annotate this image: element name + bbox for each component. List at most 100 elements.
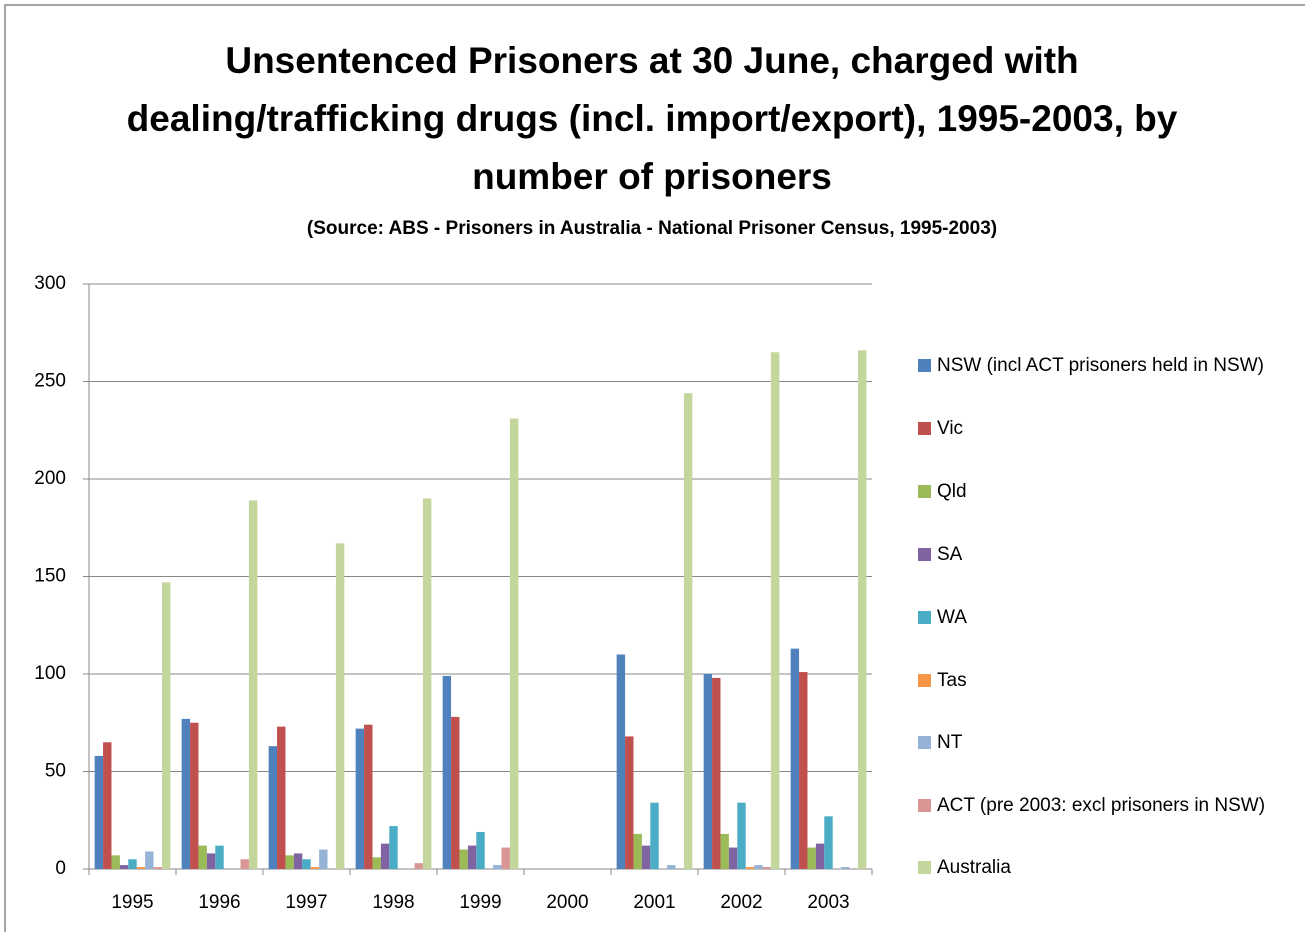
chart-border (4, 4, 1305, 932)
legend-swatch (918, 799, 931, 812)
bar (459, 849, 468, 869)
bar (720, 833, 729, 869)
legend-label: WA (937, 607, 967, 628)
x-tick-label: 2001 (633, 892, 675, 913)
legend-swatch (918, 548, 931, 561)
bar (762, 867, 771, 869)
bar (625, 736, 634, 869)
bar (355, 728, 365, 869)
bar (650, 802, 659, 869)
bar (380, 843, 390, 869)
legend-label: Australia (937, 857, 1011, 878)
bar (745, 867, 755, 869)
bar (153, 867, 162, 869)
bar (277, 726, 286, 869)
y-tick-label: 250 (34, 371, 66, 392)
y-tick-label: 50 (45, 761, 66, 782)
legend-item: Vic (916, 415, 1288, 442)
bar (754, 865, 763, 869)
bar (451, 716, 460, 869)
bar (616, 654, 626, 869)
x-tick-label: 1996 (198, 892, 240, 913)
bar (335, 543, 345, 869)
y-tick-label: 300 (34, 273, 66, 294)
bar (94, 755, 104, 869)
x-tick-label: 1997 (285, 892, 327, 913)
x-tick-label: 1995 (111, 892, 153, 913)
bar (824, 816, 833, 869)
bar (215, 845, 224, 869)
legend-item: NSW (incl ACT prisoners held in NSW) (916, 352, 1288, 379)
y-tick-label: 200 (34, 468, 66, 489)
bar (737, 802, 746, 869)
bar (501, 847, 510, 869)
bar (467, 845, 477, 869)
bar (493, 865, 502, 869)
bar (111, 855, 120, 869)
legend-item: WA (916, 604, 1288, 631)
bar (319, 849, 328, 869)
bar (364, 724, 373, 869)
x-tick-label: 2002 (720, 892, 762, 913)
bar (815, 843, 825, 869)
bar (442, 675, 452, 869)
bar (476, 831, 485, 869)
legend-label: Vic (937, 418, 964, 439)
bar (302, 859, 311, 869)
legend-swatch (918, 736, 931, 749)
legend-item: ACT (pre 2003: excl prisoners in NSW) (916, 792, 1288, 819)
bar (293, 853, 303, 869)
bar (414, 863, 423, 869)
bar (509, 418, 519, 869)
bar (240, 859, 249, 869)
legend-swatch (918, 861, 931, 874)
bar (683, 393, 693, 869)
x-tick-label: 2003 (807, 892, 849, 913)
bar (667, 865, 676, 869)
bar (857, 350, 867, 869)
bar (206, 853, 216, 869)
bar (807, 847, 816, 869)
bar (641, 845, 651, 869)
bar (770, 352, 780, 869)
bar (712, 677, 721, 869)
legend-item: NT (916, 729, 1288, 756)
bar (268, 746, 278, 869)
x-tick-label: 1998 (372, 892, 414, 913)
y-tick-label: 100 (34, 663, 66, 684)
bar (703, 674, 713, 869)
bar (799, 672, 808, 869)
bar (119, 865, 129, 869)
bar (248, 500, 258, 869)
bar (190, 722, 199, 869)
legend-label: ACT (pre 2003: excl prisoners in NSW) (937, 795, 1266, 816)
bar (145, 851, 154, 869)
y-tick-label: 0 (55, 858, 66, 879)
legend-label: NT (937, 732, 963, 753)
bar (389, 826, 398, 869)
chart-subtitle: (Source: ABS - Prisoners in Australia - … (306, 218, 998, 239)
bar (128, 859, 137, 869)
legend-label: NSW (incl ACT prisoners held in NSW) (937, 355, 1264, 376)
bar (633, 833, 642, 869)
legend-swatch (918, 359, 931, 372)
bar (310, 867, 320, 869)
bar (372, 857, 381, 869)
chart-title: Unsentenced Prisoners at 30 June, charge… (126, 40, 1178, 197)
legend-item: Australia (916, 854, 1288, 881)
bar (790, 648, 800, 869)
legend-label: SA (937, 544, 963, 565)
legend-label: Qld (937, 481, 967, 502)
bar (161, 582, 171, 869)
bar (422, 498, 432, 869)
bar (181, 718, 191, 869)
legend-item: Tas (916, 667, 1288, 694)
bar (136, 867, 146, 869)
legend-item: Qld (916, 478, 1288, 505)
legend-label: Tas (937, 670, 967, 691)
legend-swatch (918, 674, 931, 687)
bar (841, 867, 850, 869)
bar (728, 847, 738, 869)
x-tick-label: 1999 (459, 892, 501, 913)
